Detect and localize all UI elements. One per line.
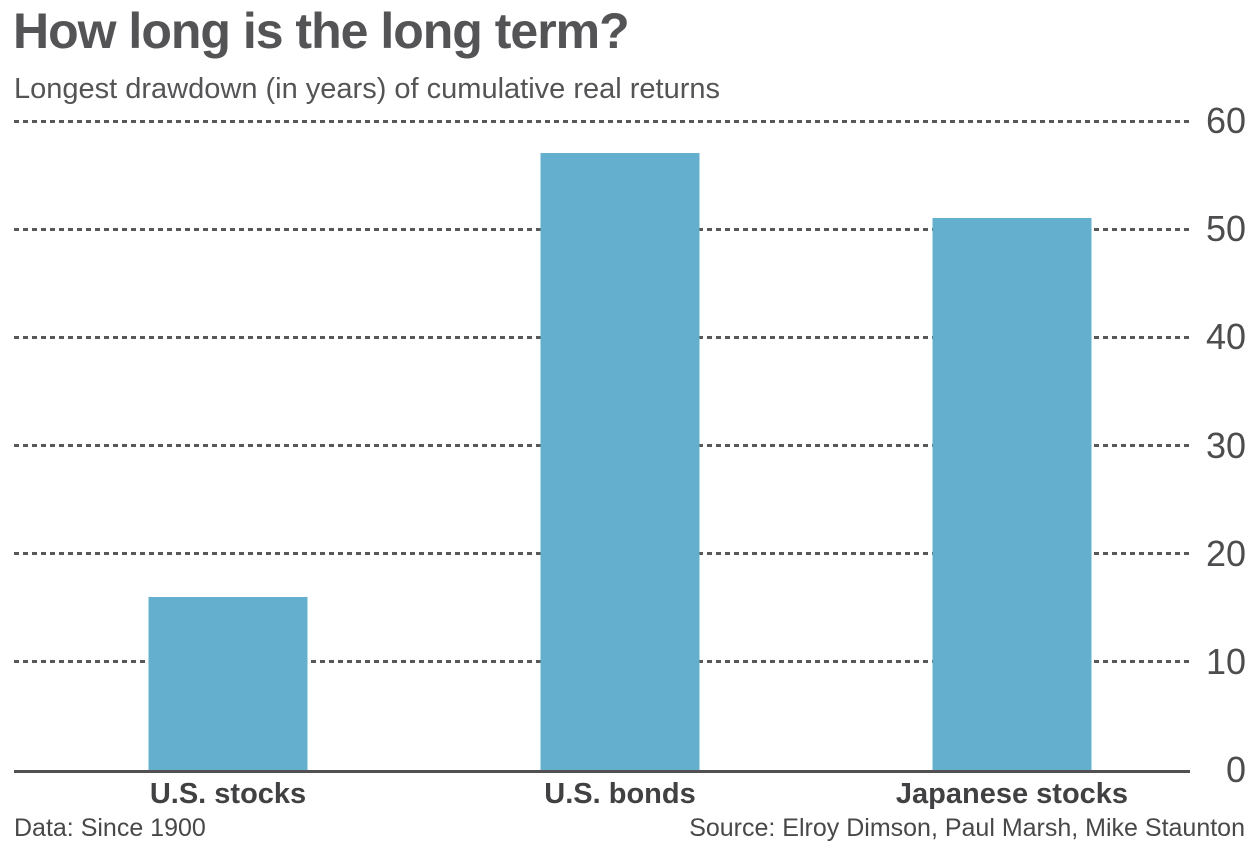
y-tick-label-10: 10 [1205,640,1246,682]
chart-title: How long is the long term? [13,3,630,59]
y-axis-labels: 0 10 20 30 40 50 60 [1190,103,1246,788]
plot-area [14,119,1190,773]
y-tick-label-20: 20 [1205,532,1246,574]
x-tick-label-u-s-stocks: U.S. stocks [149,778,307,810]
x-axis-labels: U.S. stocks U.S. bonds Japanese stocks [14,776,1190,816]
footer-data-note: Data: Since 1900 [14,814,206,842]
footer-source-note: Source: Elroy Dimson, Paul Marsh, Mike S… [689,814,1245,842]
bar-u-s-stocks [148,596,308,770]
gridline-60 [14,119,1190,123]
y-tick-label-30: 30 [1205,424,1246,466]
bar-japanese-stocks [932,218,1092,770]
y-tick-label-50: 50 [1205,208,1246,250]
chart-footer: Data: Since 1900 Source: Elroy Dimson, P… [14,814,1245,843]
x-tick-label-japanese-stocks: Japanese stocks [895,778,1129,810]
x-tick-label-u-s-bonds: U.S. bonds [544,778,696,810]
chart-subtitle: Longest drawdown (in years) of cumulativ… [14,73,720,105]
bar-u-s-bonds [540,153,700,770]
y-tick-label-0: 0 [1225,749,1246,790]
y-tick-label-40: 40 [1205,316,1246,358]
y-tick-label-60: 60 [1205,100,1246,141]
